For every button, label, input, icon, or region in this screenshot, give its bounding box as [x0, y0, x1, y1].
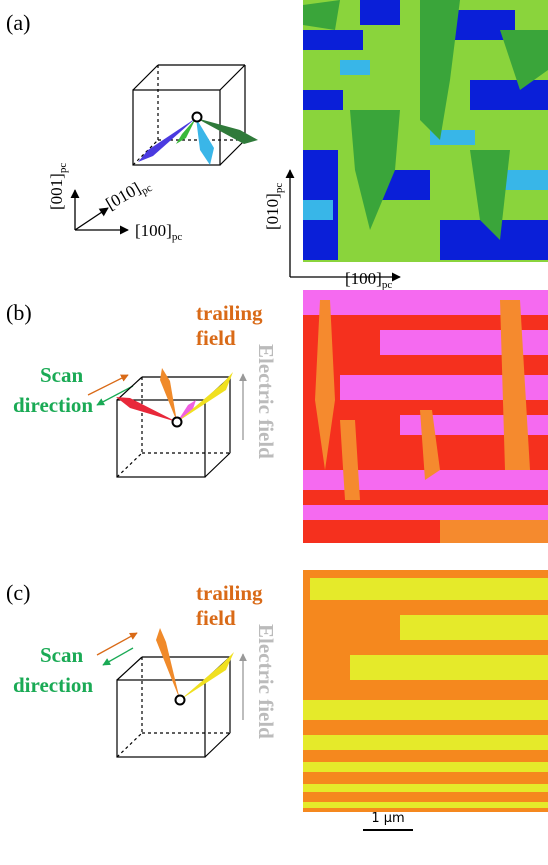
axis-label: [001]pc — [47, 163, 69, 210]
polarization-arrows — [156, 628, 234, 705]
domain-map — [303, 570, 548, 812]
domain-map — [303, 290, 548, 543]
scale-bar-label: 1 μm — [371, 811, 404, 826]
panel-label: (c) — [6, 580, 30, 605]
electric-field-label: Electric field — [254, 344, 278, 459]
trailing-field-label: field — [196, 326, 236, 350]
scan-direction-label: direction — [13, 393, 93, 417]
domain-map — [303, 0, 548, 262]
electric-field-label: Electric field — [254, 624, 278, 739]
axis-label: [100]pc — [135, 221, 182, 243]
polarization-arrows — [138, 113, 258, 166]
trailing-field-label: field — [196, 606, 236, 630]
figure: (a) [001]pc [010]pc [100]pc [010]pc [100… — [0, 0, 548, 865]
axis-label: [010]pc — [263, 183, 285, 230]
scan-direction-label: Scan — [40, 363, 84, 387]
axis-label: [100]pc — [345, 269, 392, 291]
panel-label: (a) — [6, 10, 30, 35]
panel-label: (b) — [6, 300, 32, 325]
axis-label: [010]pc — [103, 173, 155, 216]
trailing-field-label: trailing — [196, 581, 263, 605]
scan-direction-label: direction — [13, 673, 93, 697]
scan-direction-label: Scan — [40, 643, 84, 667]
trailing-field-label: trailing — [196, 301, 263, 325]
